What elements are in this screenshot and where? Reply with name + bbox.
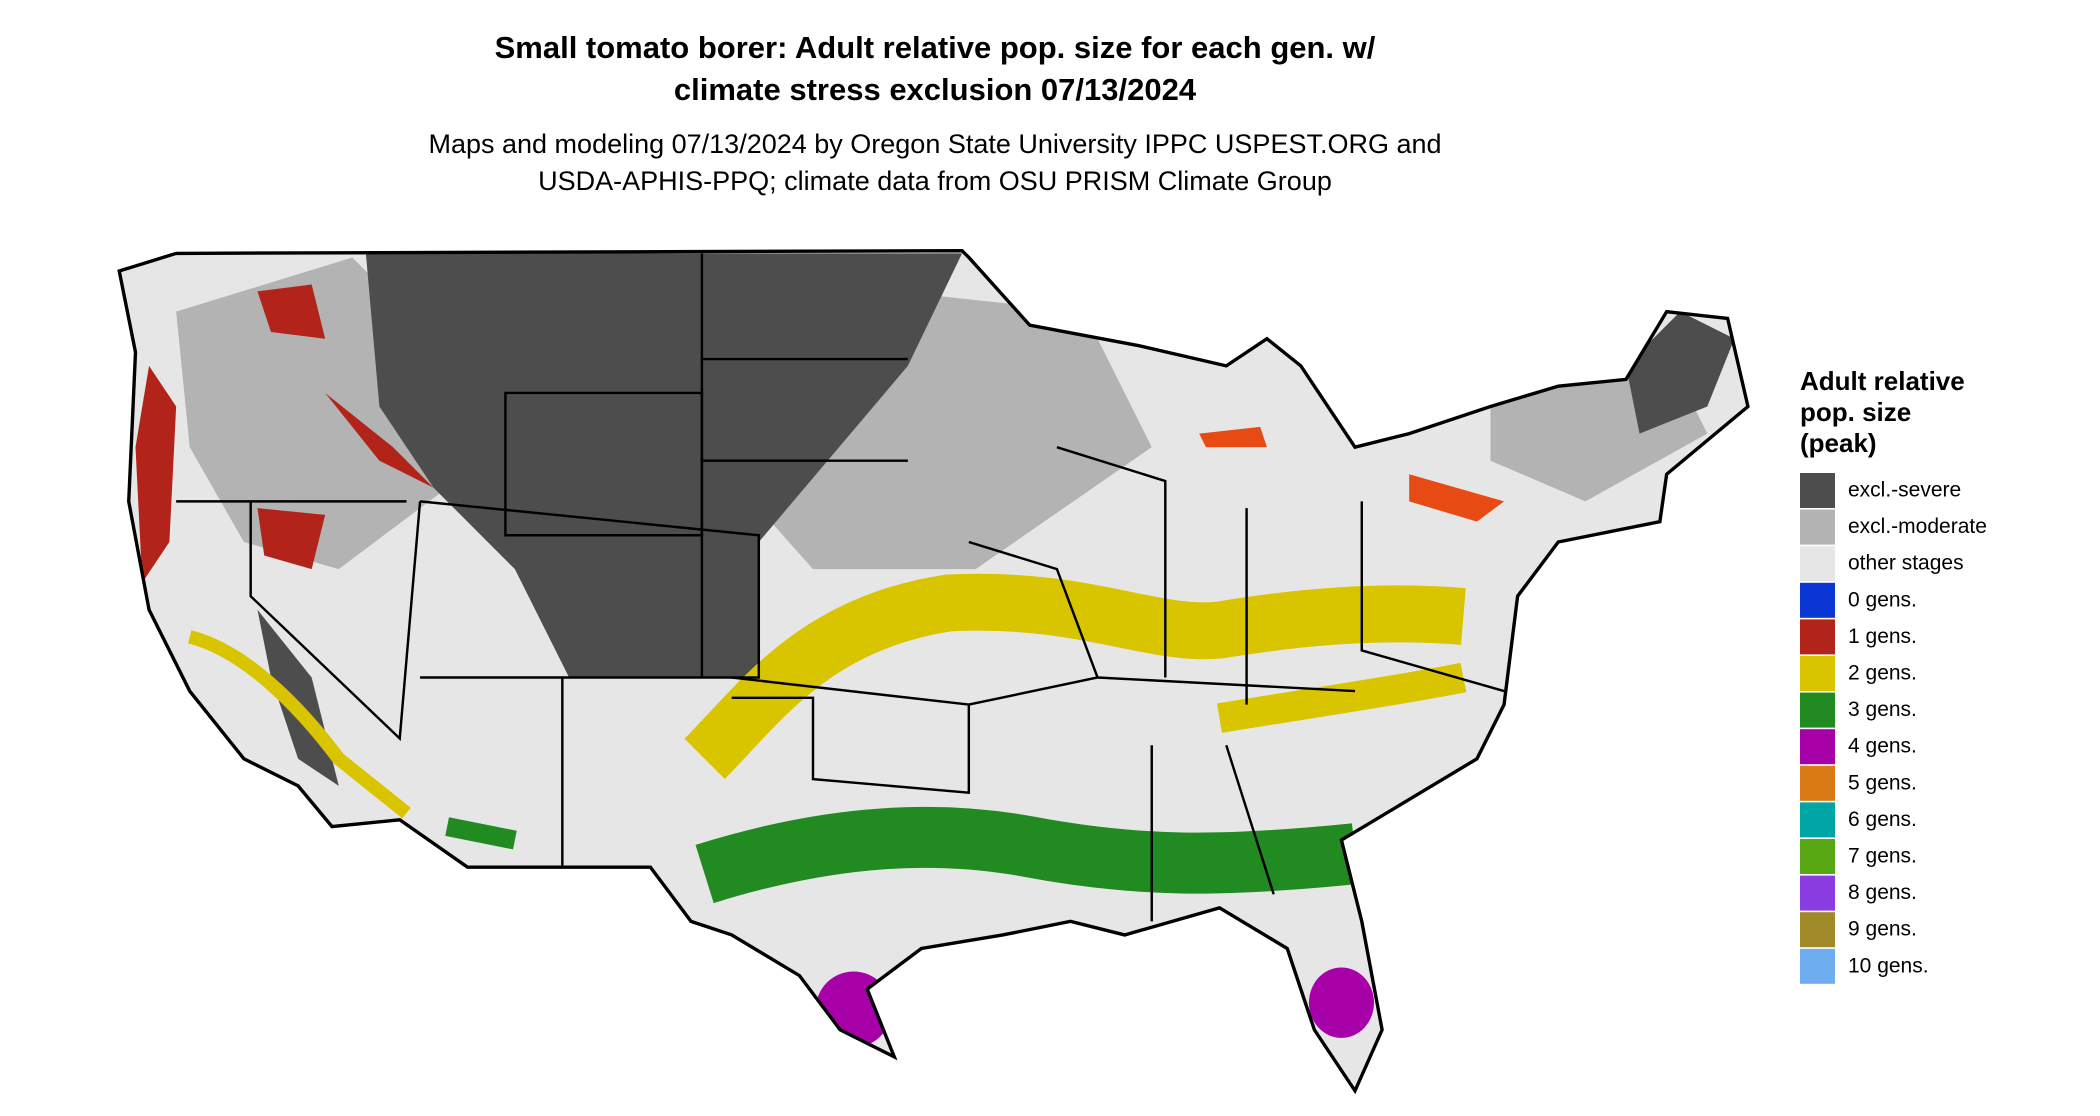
legend-label: 5 gens.: [1848, 771, 1917, 794]
legend-swatch: [1800, 546, 1835, 582]
legend-label: 0 gens.: [1848, 588, 1917, 611]
legend-swatch: [1800, 839, 1835, 874]
subtitle-line: Maps and modeling 07/13/2024 by Oregon S…: [428, 129, 1441, 159]
state-borders: [176, 253, 1505, 922]
title-line: Small tomato borer: Adult relative pop. …: [495, 30, 1376, 65]
map: [117, 248, 1750, 1095]
legend-swatch: [1800, 912, 1835, 948]
legend-label: 9 gens.: [1848, 918, 1917, 941]
legend-label: 7 gens.: [1848, 845, 1917, 868]
legend-label: 1 gens.: [1848, 625, 1917, 648]
legend-label: 2 gens.: [1848, 662, 1917, 685]
legend-swatch: [1800, 948, 1835, 984]
legend-swatch: [1800, 582, 1835, 618]
legend-label: 4 gens.: [1848, 735, 1917, 758]
legend-swatch: [1800, 875, 1835, 911]
legend-swatch: [1800, 509, 1835, 545]
map-fill: [119, 250, 1748, 1091]
legend-title-line: (peak): [1800, 428, 1877, 458]
legend-label: excl.-severe: [1848, 479, 1961, 502]
legend-swatch: [1800, 802, 1835, 838]
legend-label: 10 gens.: [1848, 954, 1929, 977]
legend-swatch: [1800, 656, 1835, 691]
legend-label: excl.-moderate: [1848, 515, 1987, 538]
legend-title-line: pop. size: [1800, 397, 1911, 427]
legend-label: 8 gens.: [1848, 881, 1917, 904]
legend-label: 6 gens.: [1848, 808, 1917, 831]
legend-swatch: [1800, 765, 1835, 801]
legend: excl.-severe excl.-moderate other stages 0 …: [1800, 473, 1987, 984]
legend-swatch: [1800, 729, 1835, 765]
legend-swatch: [1800, 473, 1835, 508]
legend-swatch: [1800, 692, 1835, 728]
legend-title-line: Adult relative: [1800, 366, 1965, 396]
legend-label: 3 gens.: [1848, 698, 1917, 721]
country-border: [117, 248, 1750, 1095]
subtitle-line: USDA-APHIS-PPQ; climate data from OSU PR…: [538, 166, 1332, 196]
legend-swatch: [1800, 619, 1835, 655]
legend-label: other stages: [1848, 552, 1964, 575]
title-line: climate stress exclusion 07/13/2024: [674, 72, 1197, 107]
